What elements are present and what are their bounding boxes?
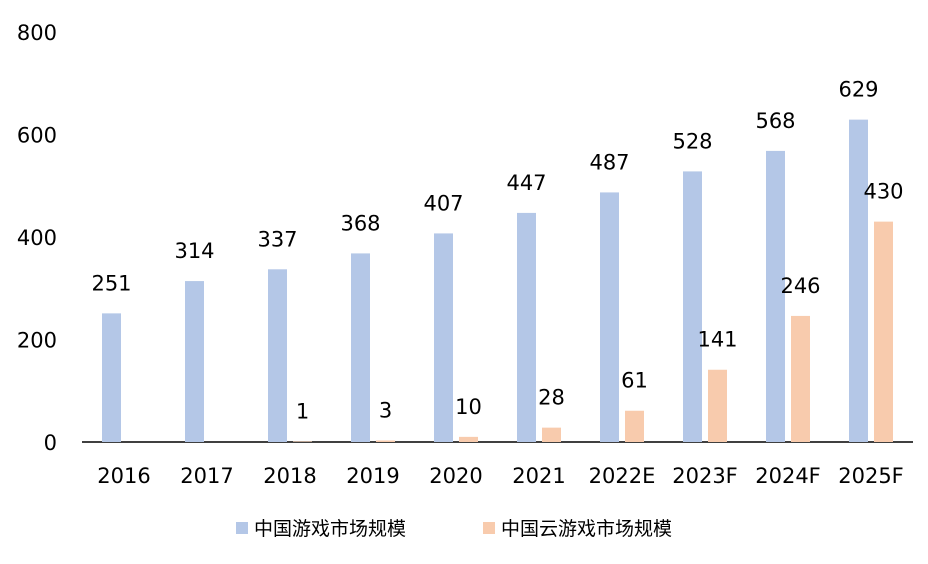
- data-label: 3: [379, 398, 392, 422]
- x-tick-label: 2018: [263, 464, 316, 488]
- legend-swatch: [236, 522, 248, 534]
- data-label: 568: [755, 109, 795, 133]
- bar-game-market: [849, 119, 868, 442]
- bar-game-market: [683, 171, 702, 442]
- bar-cloud-game-market: [625, 410, 644, 442]
- data-label: 61: [621, 369, 648, 393]
- data-label: 246: [780, 274, 820, 298]
- y-tick-label: 800: [17, 21, 57, 45]
- bar-cloud-game-market: [708, 369, 727, 442]
- x-tick-label: 2017: [180, 464, 233, 488]
- data-label: 314: [174, 239, 214, 263]
- bar-game-market: [268, 269, 287, 442]
- legend-label: 中国云游戏市场规模: [501, 518, 672, 540]
- data-label: 528: [672, 129, 712, 153]
- bar-cloud-game-market: [542, 427, 561, 442]
- bar-game-market: [434, 233, 453, 442]
- y-tick-label: 0: [44, 431, 57, 455]
- x-tick-label: 2025F: [838, 464, 904, 488]
- y-tick-label: 200: [17, 329, 57, 353]
- y-tick-label: 400: [17, 226, 57, 250]
- x-tick-label: 2019: [346, 464, 399, 488]
- x-tick-label: 2016: [97, 464, 150, 488]
- bar-game-market: [600, 192, 619, 442]
- x-tick-label: 2021: [512, 464, 565, 488]
- data-label: 28: [538, 386, 565, 410]
- bar-cloud-game-market: [376, 440, 395, 442]
- x-tick-label: 2020: [429, 464, 482, 488]
- bar-game-market: [517, 212, 536, 442]
- bar-cloud-game-market: [293, 441, 312, 442]
- data-label: 1: [296, 399, 309, 423]
- bar-cloud-game-market: [459, 436, 478, 442]
- data-label: 407: [423, 191, 463, 215]
- bar-cloud-game-market: [874, 221, 893, 442]
- bar-cloud-game-market: [791, 315, 810, 442]
- data-label: 141: [697, 328, 737, 352]
- data-label: 368: [340, 211, 380, 235]
- data-label: 629: [838, 78, 878, 102]
- data-label: 10: [455, 395, 482, 419]
- bar-game-market: [351, 253, 370, 442]
- data-label: 251: [91, 271, 131, 295]
- data-label: 337: [257, 227, 297, 251]
- data-label: 487: [589, 150, 629, 174]
- x-tick-label: 2023F: [672, 464, 738, 488]
- bar-game-market: [102, 313, 121, 442]
- x-tick-label: 2022E: [589, 464, 656, 488]
- data-label: 430: [863, 180, 903, 204]
- x-tick-label: 2024F: [755, 464, 821, 488]
- legend-swatch: [483, 522, 495, 534]
- legend-label: 中国游戏市场规模: [254, 518, 406, 540]
- data-label: 447: [506, 171, 546, 195]
- bar-game-market: [766, 150, 785, 442]
- y-tick-label: 600: [17, 124, 57, 148]
- bar-game-market: [185, 281, 204, 442]
